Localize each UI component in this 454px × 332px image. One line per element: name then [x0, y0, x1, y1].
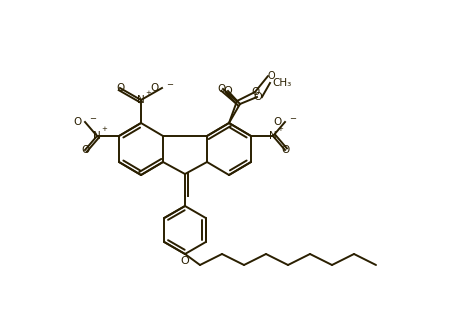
Text: N: N — [137, 95, 145, 105]
Text: −: − — [289, 115, 296, 124]
Text: O: O — [74, 117, 82, 127]
Text: +: + — [277, 126, 283, 132]
Text: −: − — [166, 80, 173, 90]
Text: O: O — [217, 84, 225, 94]
Text: O: O — [224, 86, 232, 96]
Text: N: N — [93, 131, 101, 141]
Text: O: O — [254, 92, 262, 102]
Text: −: − — [89, 115, 96, 124]
Text: O: O — [81, 145, 89, 155]
Text: O: O — [116, 83, 124, 93]
Text: CH₃: CH₃ — [272, 78, 291, 88]
Text: O: O — [281, 145, 289, 155]
Text: +: + — [101, 126, 107, 132]
Text: O: O — [251, 87, 259, 97]
Text: O: O — [274, 117, 282, 127]
Text: O: O — [181, 256, 189, 266]
Text: O: O — [151, 83, 159, 93]
Text: O: O — [268, 71, 276, 81]
Text: N: N — [269, 131, 277, 141]
Text: +: + — [145, 90, 151, 96]
